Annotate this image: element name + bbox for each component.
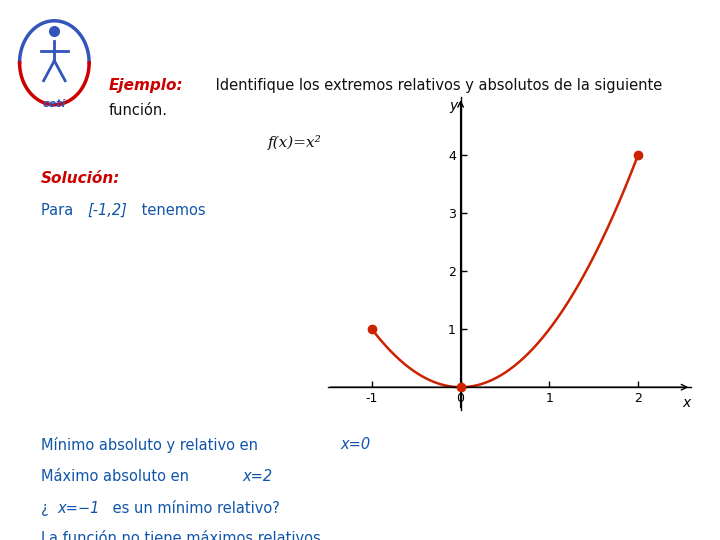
Text: tenemos: tenemos [137, 203, 205, 218]
Text: Para: Para [41, 203, 78, 218]
Text: es un mínimo relativo?: es un mínimo relativo? [109, 501, 280, 516]
Text: ceti: ceti [42, 99, 66, 109]
Text: ¿: ¿ [41, 501, 49, 516]
Text: y: y [449, 99, 458, 113]
Text: x=0: x=0 [341, 437, 371, 453]
Text: Ejemplo:: Ejemplo: [109, 78, 183, 93]
Text: x=−1: x=−1 [58, 501, 100, 516]
Text: Mínimo absoluto y relativo en: Mínimo absoluto y relativo en [41, 437, 263, 454]
Text: La función no tiene máximos relativos: La función no tiene máximos relativos [41, 531, 321, 540]
Text: Máximo absoluto en: Máximo absoluto en [41, 469, 194, 484]
Text: x=2: x=2 [243, 469, 273, 484]
Text: función.: función. [109, 103, 168, 118]
Text: Identifique los extremos relativos y absolutos de la siguiente: Identifique los extremos relativos y abs… [211, 78, 662, 93]
Text: x: x [683, 396, 691, 410]
Text: f(x)=x²    en    [−1,2]; [−2,2]: f(x)=x² en [−1,2]; [−2,2] [268, 136, 487, 150]
Text: Solución:: Solución: [41, 171, 121, 186]
Text: [-1,2]: [-1,2] [87, 203, 127, 218]
